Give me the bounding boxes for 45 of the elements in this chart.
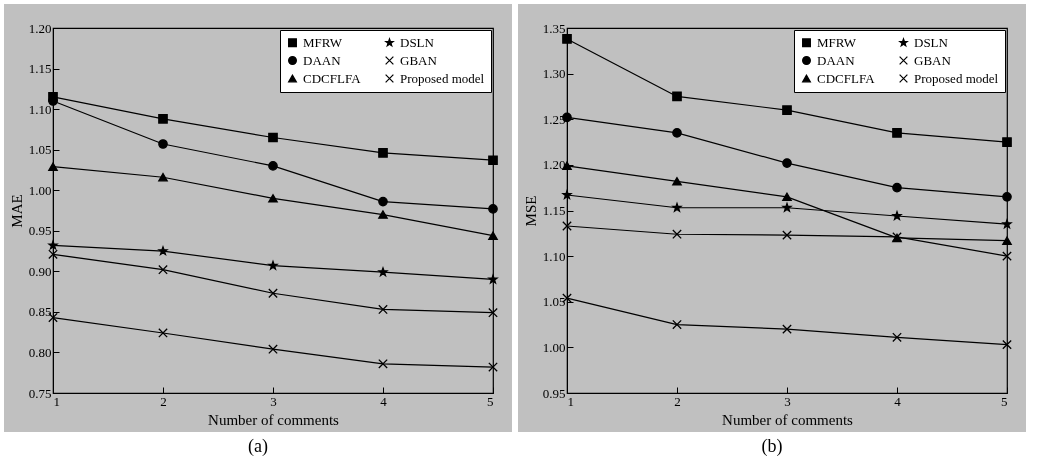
x-tick-label: 4 [380, 393, 388, 409]
text: (a) [248, 436, 268, 457]
x-tick-label: 1 [567, 393, 574, 409]
y-tick-label: 0.85 [28, 304, 52, 320]
y-tick-label: 1.05 [542, 294, 566, 310]
x-tick-label: 5 [487, 393, 494, 409]
x-tick-label: 2 [160, 393, 167, 409]
x-axis-title: Number of comments [208, 411, 340, 428]
legend-label: DAAN [303, 52, 342, 68]
x-tick-label: 4 [894, 393, 902, 409]
y-tick-label: 1.05 [28, 142, 52, 158]
x-tick-label: 3 [270, 393, 277, 409]
y-tick-label: 1.20 [28, 20, 52, 36]
y-tick-label: 0.95 [28, 223, 52, 239]
legend-label: MFRW [817, 34, 857, 50]
y-tick-label: 0.75 [28, 385, 52, 401]
legend-label: DSLN [400, 34, 435, 50]
legend-label: MFRW [303, 34, 343, 50]
y-axis-title: MSE [522, 195, 539, 227]
y-axis-title: MAE [8, 194, 25, 228]
y-tick-label: 0.80 [28, 344, 52, 360]
legend-label: DAAN [817, 52, 856, 68]
y-tick-label: 1.10 [542, 248, 566, 264]
y-tick-label: 1.35 [542, 20, 566, 36]
x-tick-label: 3 [784, 393, 791, 409]
text: (b) [761, 436, 783, 457]
legend-label: CDCFLFA [817, 70, 876, 86]
legend-label: Proposed model [914, 70, 999, 86]
legend-label: Proposed model [400, 70, 485, 86]
y-tick-label: 1.30 [542, 66, 566, 82]
legend-label: GBAN [914, 52, 952, 68]
y-tick-label: 1.00 [28, 182, 52, 198]
x-axis-title: Number of comments [722, 411, 854, 428]
x-tick-label: 2 [674, 393, 681, 409]
x-tick-label: 5 [1001, 393, 1008, 409]
x-tick-label: 1 [53, 393, 60, 409]
legend-label: CDCFLFA [303, 70, 362, 86]
y-tick-label: 0.90 [28, 263, 52, 279]
y-tick-label: 1.15 [28, 61, 52, 77]
y-tick-label: 1.10 [28, 101, 52, 117]
y-tick-label: 1.15 [542, 203, 566, 218]
legend-label: GBAN [400, 52, 438, 68]
y-tick-label: 1.00 [542, 339, 566, 355]
y-tick-label: 0.95 [542, 385, 566, 401]
legend-label: DSLN [914, 34, 949, 50]
